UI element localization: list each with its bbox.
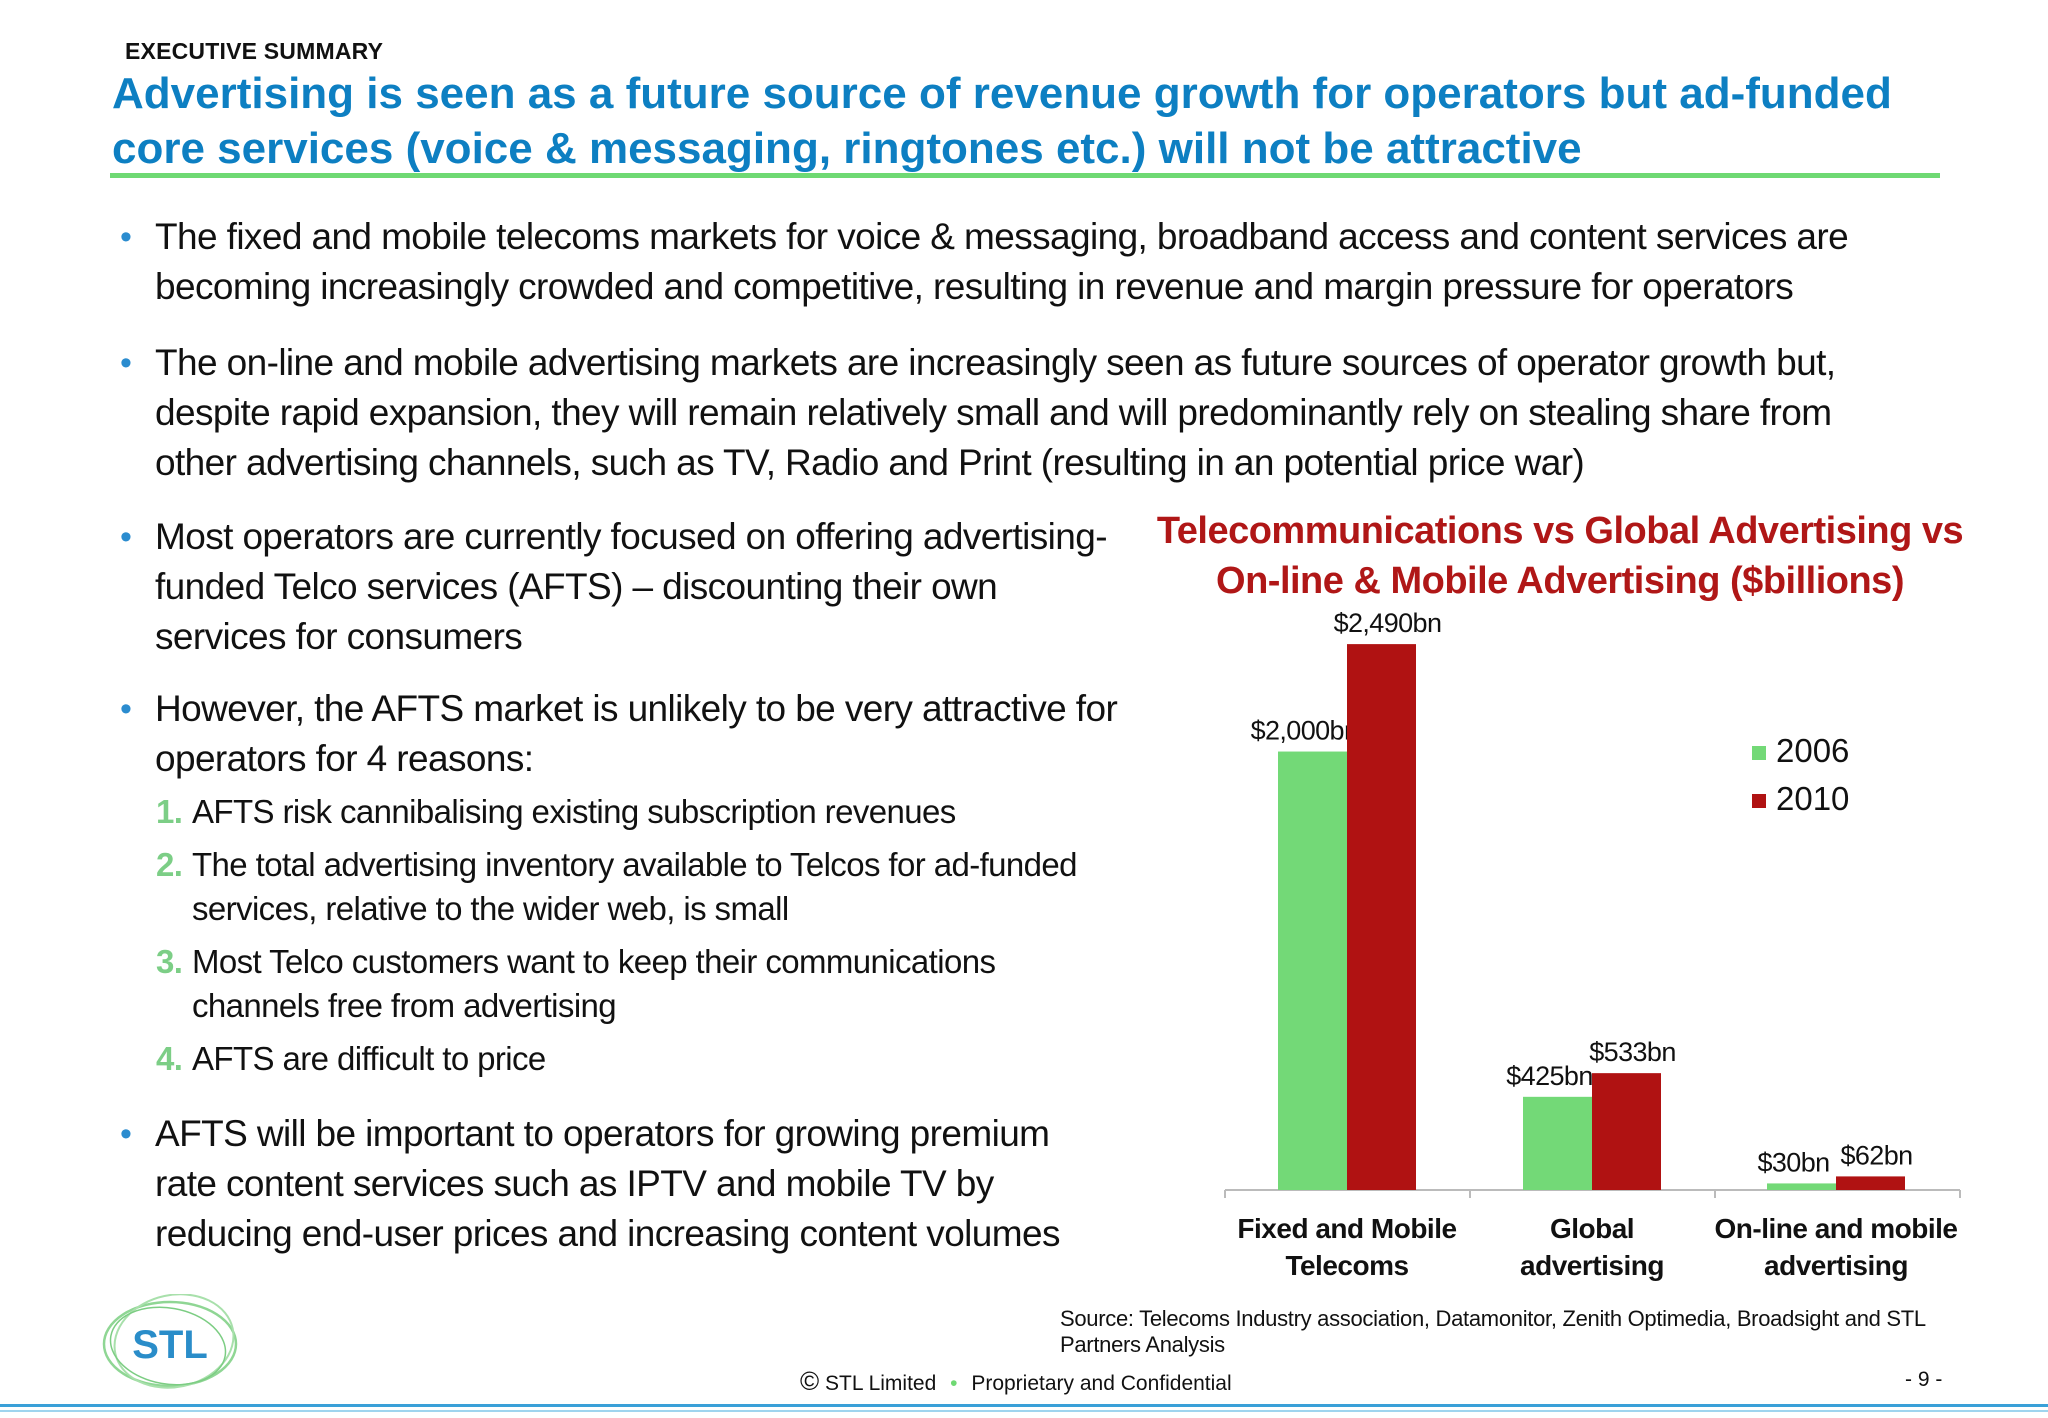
reason-text: AFTS are difficult to price (192, 1040, 546, 1077)
data-label: $30bn (1757, 1147, 1829, 1177)
footer: © STL Limited • Proprietary and Confiden… (800, 1366, 1232, 1397)
chart-title: Telecommunications vs Global Advertising… (1156, 510, 1964, 602)
bullet-item: • Most operators are currently focused o… (120, 512, 1120, 662)
source-note: Source: Telecoms Industry association, D… (1060, 1306, 1926, 1357)
bullet-dot-icon: • (120, 518, 132, 556)
bar-2006 (1523, 1096, 1592, 1190)
reason-text: The total advertising inventory availabl… (192, 846, 1078, 927)
reasons-list: 1. AFTS risk cannibalising existing subs… (156, 790, 1120, 1081)
legend-swatch-2006 (1752, 746, 1766, 760)
footer-separator-icon: • (950, 1372, 958, 1395)
bullet-list-left: • Most operators are currently focused o… (120, 512, 1120, 1281)
page-title: Advertising is seen as a future source o… (112, 69, 1892, 173)
reason-item: 2. The total advertising inventory avail… (156, 843, 1120, 931)
bar-2006 (1767, 1183, 1836, 1190)
bullet-dot-icon: • (120, 1115, 132, 1153)
reason-item: 4. AFTS are difficult to price (156, 1037, 1120, 1081)
reason-item: 3. Most Telco customers want to keep the… (156, 940, 1120, 1028)
bullet-text: The on-line and mobile advertising marke… (155, 342, 1836, 483)
x-tick-label: Fixed and Mobile (1237, 1213, 1456, 1244)
reason-number: 2. (156, 846, 183, 883)
x-tick-label: advertising (1520, 1250, 1664, 1281)
logo-text: STL (132, 1323, 208, 1367)
bullet-item: • The fixed and mobile telecoms markets … (120, 212, 1920, 312)
legend-label: 2006 (1776, 732, 1849, 769)
page-number: - 9 - (1905, 1368, 1943, 1391)
bar-2010 (1592, 1073, 1661, 1190)
data-label: $2,000bn (1251, 716, 1359, 746)
reason-text: Most Telco customers want to keep their … (192, 943, 996, 1024)
bar-2010 (1347, 644, 1416, 1190)
bullet-dot-icon: • (120, 690, 132, 728)
stl-logo: STL (102, 1294, 238, 1389)
bar-2010 (1836, 1176, 1905, 1190)
reason-number: 4. (156, 1040, 183, 1077)
bullet-list-top: • The fixed and mobile telecoms markets … (120, 212, 1920, 514)
copyright-icon: © (800, 1366, 820, 1396)
legend-label: 2010 (1776, 780, 1849, 817)
data-label: $2,490bn (1334, 608, 1442, 638)
bottom-rule (0, 1404, 2048, 1407)
bullet-item: • However, the AFTS market is unlikely t… (120, 684, 1120, 784)
bullet-dot-icon: • (120, 218, 132, 256)
bullet-text: However, the AFTS market is unlikely to … (155, 688, 1118, 779)
bullet-text: The fixed and mobile telecoms markets fo… (155, 216, 1849, 307)
x-tick-label: Global (1550, 1213, 1634, 1244)
data-label: $62bn (1840, 1140, 1912, 1170)
section-label: EXECUTIVE SUMMARY (125, 38, 384, 64)
bottom-rule-secondary (0, 1410, 2048, 1412)
x-tick-label: advertising (1764, 1250, 1908, 1281)
bullet-dot-icon: • (120, 344, 132, 382)
reason-number: 1. (156, 793, 183, 830)
data-label: $425bn (1506, 1061, 1593, 1091)
bar-2006 (1278, 751, 1347, 1190)
x-tick-label: On-line and mobile (1714, 1213, 1957, 1244)
title-divider (110, 173, 1940, 178)
reason-text: AFTS risk cannibalising existing subscri… (192, 793, 956, 830)
reason-number: 3. (156, 943, 183, 980)
legend-swatch-2010 (1752, 794, 1766, 808)
reason-item: 1. AFTS risk cannibalising existing subs… (156, 790, 1120, 834)
bullet-item: • AFTS will be important to operators fo… (120, 1109, 1120, 1259)
data-label: $533bn (1589, 1037, 1676, 1067)
footer-confidential: Proprietary and Confidential (971, 1372, 1232, 1395)
footer-company: STL Limited (825, 1372, 937, 1395)
bullet-item: • The on-line and mobile advertising mar… (120, 338, 1920, 488)
x-tick-label: Telecoms (1285, 1250, 1408, 1281)
bullet-text: Most operators are currently focused on … (155, 516, 1108, 657)
bullet-text: AFTS will be important to operators for … (155, 1113, 1060, 1254)
